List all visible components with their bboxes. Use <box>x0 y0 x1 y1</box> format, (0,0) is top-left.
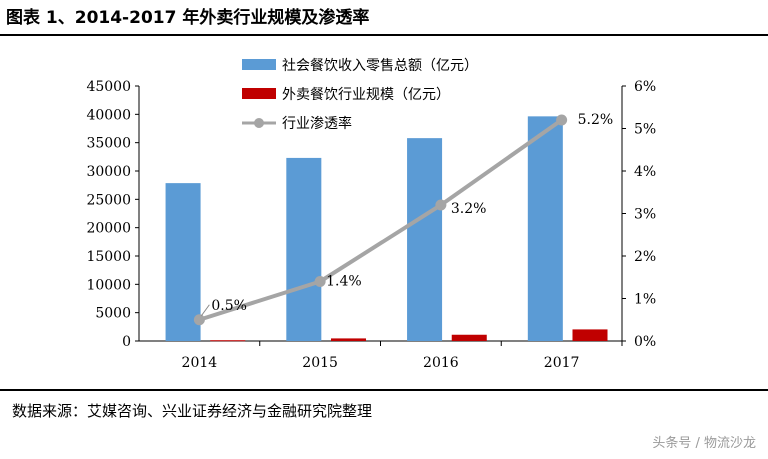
data-label-rate-2016: 3.2% <box>451 201 487 217</box>
legend-label-retail: 社会餐饮收入零售总额（亿元） <box>282 58 478 74</box>
source-note: 数据来源：艾媒咨询、兴业证券经济与金融研究院整理 <box>12 402 373 420</box>
y-left-tick-label: 25000 <box>86 192 131 208</box>
y-left-tick-label: 45000 <box>86 79 131 95</box>
y-left-tick-label: 10000 <box>86 277 131 293</box>
y-left-tick-label: 15000 <box>86 249 131 265</box>
data-label-rate-2015: 1.4% <box>326 274 362 290</box>
watermark: 头条号 / 物流沙龙 <box>652 436 756 451</box>
legend-swatch-retail <box>242 59 276 70</box>
y-right-tick-label: 2% <box>634 249 656 265</box>
y-right-tick-label: 3% <box>634 207 656 223</box>
x-tick-label: 2017 <box>544 355 580 371</box>
legend-label-takeout: 外卖餐饮行业规模（亿元） <box>282 87 450 103</box>
x-tick-label: 2016 <box>423 355 459 371</box>
y-right-tick-label: 0% <box>634 334 656 350</box>
y-left-tick-label: 35000 <box>86 136 131 152</box>
y-right-tick-label: 6% <box>634 79 656 95</box>
legend-marker-rate <box>254 118 264 128</box>
y-left-tick-label: 20000 <box>86 221 131 237</box>
leader-line-rate-2014 <box>200 304 210 317</box>
y-left-tick-label: 0 <box>122 334 131 350</box>
x-tick-label: 2015 <box>302 355 338 371</box>
bar-retail-2015 <box>286 157 322 341</box>
bar-retail-2017 <box>527 116 563 341</box>
y-left-tick-label: 30000 <box>86 164 131 180</box>
bar-retail-2016 <box>407 138 443 341</box>
chart-title: 图表 1、2014-2017 年外卖行业规模及渗透率 <box>6 8 370 28</box>
point-rate-2014 <box>193 314 205 326</box>
y-left-tick-label: 5000 <box>95 306 131 322</box>
chart-area: 社会餐饮收入零售总额（亿元） 外卖餐饮行业规模（亿元） 行业渗透率 0 5000 1… <box>86 58 656 371</box>
bar-takeout-2016 <box>451 334 487 341</box>
line-rate <box>198 118 563 322</box>
bar-takeout-2017 <box>572 329 608 341</box>
y-right-tick-label: 4% <box>634 164 656 180</box>
title-divider <box>0 34 768 36</box>
y-left-tick-label: 40000 <box>86 107 131 123</box>
source-divider <box>0 389 768 391</box>
legend: 社会餐饮收入零售总额（亿元） 外卖餐饮行业规模（亿元） 行业渗透率 <box>242 58 478 132</box>
data-label-rate-2017: 5.2% <box>578 112 614 128</box>
bar-retail-2014 <box>165 183 201 341</box>
data-label-rate-2014: 0.5% <box>211 298 247 314</box>
y-right-tick-label: 1% <box>634 292 656 308</box>
point-rate-2015 <box>314 276 326 287</box>
bar-takeout-2015 <box>330 338 367 341</box>
legend-swatch-takeout <box>242 88 276 99</box>
y-right-tick-label: 5% <box>634 122 656 138</box>
point-rate-2017 <box>556 114 568 126</box>
bar-takeout-2014 <box>210 340 246 342</box>
x-tick-label: 2014 <box>182 355 218 371</box>
point-rate-2016 <box>435 199 447 211</box>
legend-label-rate: 行业渗透率 <box>282 115 352 132</box>
